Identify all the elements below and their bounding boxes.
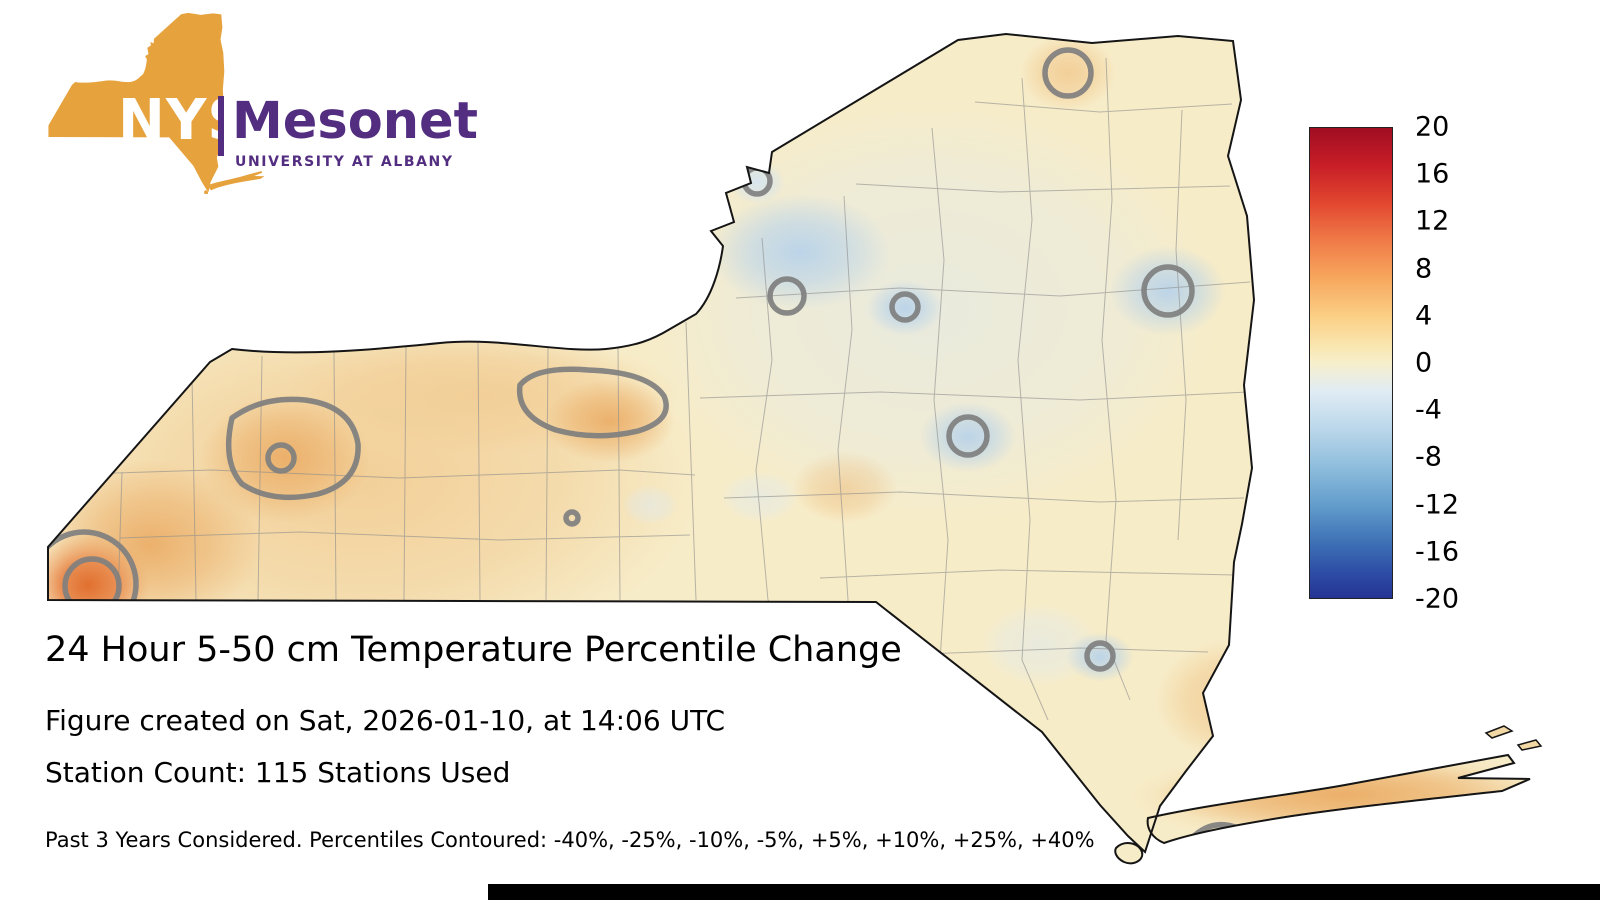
bottom-black-bar	[488, 884, 1600, 900]
figure-title: 24 Hour 5-50 cm Temperature Percentile C…	[45, 630, 902, 670]
colorbar-tick: 4	[1415, 300, 1433, 332]
colorbar-tick: 20	[1415, 111, 1450, 143]
nys-mesonet-logo: NYS Mesonet UNIVERSITY AT ALBANY	[48, 8, 478, 208]
colorbar-tick: 12	[1415, 205, 1450, 237]
colorbar-tick-labels: 20 16 12 8 4 0 -4 -8 -12 -16 -20	[1415, 112, 1505, 615]
logo-divider	[218, 96, 224, 156]
colorbar-tick: -8	[1415, 441, 1442, 473]
colorbar-tick: 8	[1415, 253, 1433, 285]
logo-subtitle: UNIVERSITY AT ALBANY	[235, 154, 454, 170]
colorbar-tick: -20	[1415, 583, 1460, 615]
colorbar-tick: 16	[1415, 158, 1450, 190]
colorbar-gradient	[1309, 127, 1393, 599]
figure-created-line: Figure created on Sat, 2026-01-10, at 14…	[45, 704, 726, 737]
colorbar-tick: -4	[1415, 394, 1442, 426]
colorbar-tick: -16	[1415, 536, 1460, 568]
logo-name: Mesonet	[232, 92, 479, 151]
station-count-line: Station Count: 115 Stations Used	[45, 756, 511, 789]
contour-footnote: Past 3 Years Considered. Percentiles Con…	[45, 828, 1095, 852]
small-islands	[1484, 725, 1543, 751]
colorbar-tick: 0	[1415, 347, 1433, 379]
colorbar-tick: -12	[1415, 489, 1460, 521]
logo-acronym: NYS	[118, 88, 249, 153]
